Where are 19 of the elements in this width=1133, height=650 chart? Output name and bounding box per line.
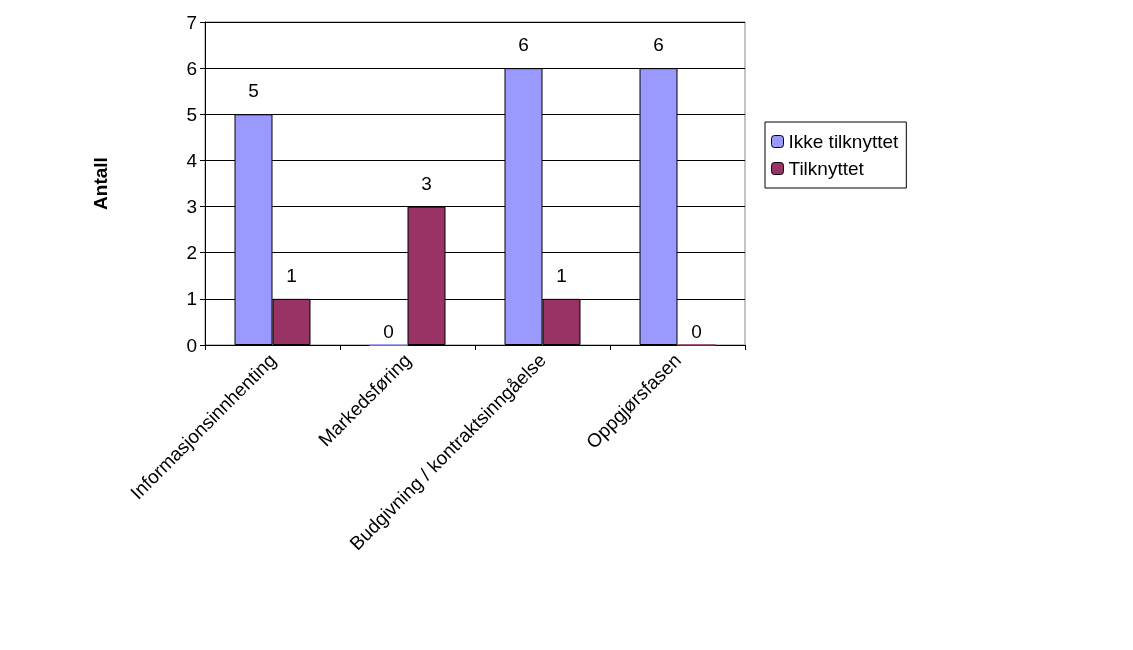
- y-tick-label: 0: [186, 334, 197, 356]
- y-tick-label: 1: [186, 288, 197, 310]
- data-label: 6: [653, 34, 664, 56]
- data-label: 3: [421, 172, 432, 194]
- y-tick-label: 5: [186, 103, 197, 125]
- data-label: 6: [518, 34, 529, 56]
- data-label: 0: [691, 320, 702, 342]
- y-tick-label: 6: [186, 57, 197, 79]
- data-label: 5: [248, 80, 259, 102]
- data-label: 1: [556, 264, 567, 286]
- y-axis-title: Antall: [90, 157, 111, 210]
- data-label: 1: [286, 264, 297, 286]
- y-tick-label: 2: [186, 242, 197, 264]
- legend-label: Ikke tilknyttet: [788, 131, 900, 152]
- legend-label: Tilknyttet: [788, 158, 865, 179]
- y-tick-label: 3: [186, 196, 197, 218]
- y-tick-label: 7: [186, 11, 197, 33]
- data-label: 0: [383, 320, 394, 342]
- y-tick-label: 4: [186, 149, 198, 171]
